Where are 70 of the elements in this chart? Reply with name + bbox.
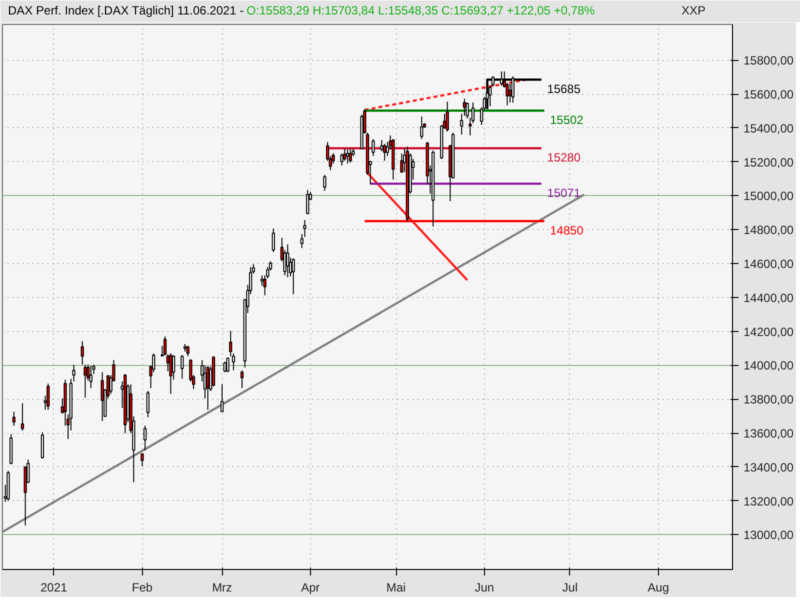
candlestick	[40, 432, 44, 460]
x-tick-label: Aug	[648, 580, 670, 594]
x-tick-label: 2021	[40, 580, 68, 594]
candlestick	[300, 234, 304, 249]
candlestick	[460, 113, 464, 136]
y-tick-label: 15800,00	[744, 54, 794, 68]
candlestick	[20, 402, 24, 431]
candlestick	[226, 358, 230, 373]
series-label: 14850	[550, 224, 584, 238]
candlestick	[146, 390, 150, 418]
y-tick-label: 14800,00	[744, 223, 794, 238]
y-tick-label: 14200,00	[744, 324, 794, 339]
y-tick-label: 13600,00	[744, 426, 794, 441]
candlestick	[420, 116, 424, 140]
candlestick	[348, 148, 352, 164]
x-tick-label: Feb	[132, 580, 153, 594]
candlestick	[180, 354, 184, 380]
chart-title: DAX Perf. Index [.DAX Täglich] 11.06.2021 -	[8, 4, 244, 18]
candlestick	[306, 189, 310, 215]
candlestick	[446, 101, 449, 132]
y-tick-label: 15000,00	[744, 189, 794, 204]
candlestick	[169, 352, 172, 394]
series-label: 15071	[547, 186, 581, 200]
x-tick-label: Jun	[474, 580, 494, 594]
text: XXP	[681, 4, 706, 18]
series-label: 15685	[547, 82, 581, 96]
candlestick	[72, 364, 76, 382]
chart-subtitle: O:15583,29 H:15703,84 L:15548,35 C:15693,27 +122,05 +0,78%	[246, 4, 596, 18]
candlestick	[172, 354, 176, 380]
y-tick-label: 13000,00	[744, 528, 794, 542]
candlestick	[292, 258, 295, 295]
candlestick	[400, 152, 404, 174]
candlestick	[303, 219, 306, 238]
y-tick-label: 15600,00	[744, 88, 794, 102]
y-tick-label: 13400,00	[744, 460, 794, 474]
series-label: 15502	[550, 113, 584, 128]
y-tick-label: 13800,00	[744, 392, 794, 407]
series-label: 15280	[547, 150, 581, 165]
x-tick-label: Apr	[301, 580, 320, 594]
y-tick-label: 14400,00	[744, 290, 794, 305]
x-tick-label: Mai	[386, 580, 406, 594]
y-tick-label: 15200,00	[744, 155, 794, 170]
x-tick-label: Jul	[562, 580, 578, 594]
candlestick	[89, 365, 92, 389]
candlestick	[240, 370, 244, 389]
candlestick	[346, 148, 350, 164]
candlestick	[372, 138, 375, 157]
x-tick-label: Mrz	[212, 580, 232, 594]
candlestick	[286, 244, 290, 278]
candlestick	[84, 364, 87, 398]
candlestick	[220, 384, 224, 412]
candlestick	[340, 152, 344, 166]
y-tick-label: 13200,00	[744, 494, 794, 508]
candlestick	[12, 411, 16, 426]
y-tick-label: 15400,00	[744, 121, 794, 136]
candlestick	[323, 174, 326, 192]
candlestick	[343, 148, 346, 162]
candlestick	[186, 345, 190, 357]
candlestick	[140, 453, 144, 467]
candlestick	[100, 372, 104, 422]
candlestick	[488, 85, 492, 107]
candlestick	[144, 425, 147, 451]
candlestick	[46, 383, 50, 410]
candlestick	[383, 143, 386, 162]
candlestick	[260, 274, 264, 286]
y-tick-label: 14600,00	[744, 257, 794, 272]
y-tick-label: 14000,00	[744, 358, 794, 373]
candlestick	[80, 340, 84, 366]
candlestick	[206, 366, 210, 410]
candlestick	[272, 228, 275, 252]
